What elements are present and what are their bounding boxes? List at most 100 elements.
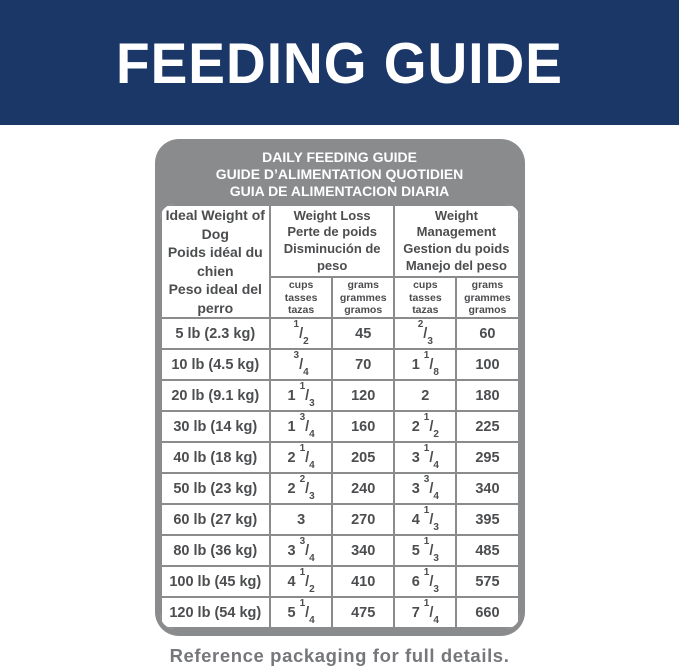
fraction-value: 1/3: [299, 381, 315, 409]
weight-cell: 120 lb (54 kg): [159, 596, 272, 630]
fraction-value: 1/2: [293, 319, 309, 347]
weight-loss-cups-cell: 2 1/4: [269, 441, 334, 475]
weight-loss-line-en: Weight Loss: [293, 207, 371, 223]
weight-loss-grams-cell: 270: [331, 503, 396, 537]
fraction-value: 2/3: [299, 474, 315, 502]
weight-management-grams-cell: 660: [455, 596, 520, 630]
weight-management-grams-cell: 60: [455, 317, 520, 351]
fraction-value: 3/4: [299, 536, 315, 564]
weight-management-cups-cell: 2 1/2: [393, 410, 458, 444]
weight-loss-grams-cell: 410: [331, 565, 396, 599]
weight-management-group-header: Weight Management Gestion du poids Manej…: [393, 204, 520, 279]
unit-grams-en: grams: [347, 279, 379, 292]
weight-management-cups-cell: 5 1/3: [393, 534, 458, 568]
weight-cell: 10 lb (4.5 kg): [159, 348, 272, 382]
weight-cell: 100 lb (45 kg): [159, 565, 272, 599]
weight-management-grams-cell: 295: [455, 441, 520, 475]
weight-loss-grams-cell: 45: [331, 317, 396, 351]
unit-cups-fr: tasses: [284, 291, 318, 304]
unit-cups-en: cups: [288, 279, 314, 292]
weight-management-line-es: Manejo del peso: [405, 258, 507, 274]
weight-loss-cups-header: cups tasses tazas: [269, 276, 334, 320]
weight-header-line-en: Ideal Weight of Dog: [165, 207, 265, 242]
unit-grams-es: gramos: [468, 303, 507, 316]
weight-loss-cups-cell: 3 3/4: [269, 534, 334, 568]
unit-cups-es: tazas: [412, 303, 439, 316]
table-row: 20 lb (9.1 kg) 1 1/3 120 2 180: [159, 379, 520, 413]
weight-cell: 60 lb (27 kg): [159, 503, 272, 537]
weight-loss-cups-cell: 1 1/3: [269, 379, 334, 413]
weight-management-cups-cell: 6 1/3: [393, 565, 458, 599]
weight-loss-cups-cell: 3: [269, 503, 334, 537]
weight-loss-grams-cell: 340: [331, 534, 396, 568]
guide-title: DAILY FEEDING GUIDE GUIDE D’ALIMENTATION…: [160, 144, 520, 204]
weight-management-cups-header: cups tasses tazas: [393, 276, 458, 320]
weight-management-grams-cell: 340: [455, 472, 520, 506]
fraction-value: 1/4: [299, 443, 315, 471]
weight-loss-cups-cell: 4 1/2: [269, 565, 334, 599]
weight-cell: 5 lb (2.3 kg): [159, 317, 272, 351]
table-row: 80 lb (36 kg) 3 3/4 340 5 1/3 485: [159, 534, 520, 568]
unit-grams-fr: grammes: [464, 291, 511, 304]
weight-management-cups-cell: 2: [393, 379, 458, 413]
fraction-value: 3/4: [299, 412, 315, 440]
weight-loss-cups-cell: 1/2: [269, 317, 334, 351]
feeding-table-header: Ideal Weight of Dog Poids idéal du chien…: [159, 204, 520, 320]
daily-feeding-guide-panel: DAILY FEEDING GUIDE GUIDE D’ALIMENTATION…: [154, 139, 525, 637]
fraction-value: 1/3: [423, 567, 439, 595]
weight-cell: 30 lb (14 kg): [159, 410, 272, 444]
table-row: 5 lb (2.3 kg) 1/2 45 2/3 60: [159, 317, 520, 351]
guide-title-line-es: GUIA DE ALIMENTACION DIARIA: [229, 183, 450, 200]
feeding-table-card: Ideal Weight of Dog Poids idéal du chien…: [159, 204, 520, 630]
weight-cell: 40 lb (18 kg): [159, 441, 272, 475]
table-row: 30 lb (14 kg) 1 3/4 160 2 1/2 225: [159, 410, 520, 444]
weight-loss-grams-header: grams grammes gramos: [331, 276, 396, 320]
weight-management-grams-header: grams grammes gramos: [455, 276, 520, 320]
unit-grams-en: grams: [471, 279, 504, 292]
guide-title-line-en: DAILY FEEDING GUIDE: [262, 149, 417, 165]
table-row: 60 lb (27 kg) 3 270 4 1/3 395: [159, 503, 520, 537]
weight-loss-cups-cell: 2 2/3: [269, 472, 334, 506]
weight-loss-grams-cell: 120: [331, 379, 396, 413]
fraction-value: 1/4: [423, 443, 439, 471]
weight-management-grams-cell: 100: [455, 348, 520, 382]
weight-loss-cups-cell: 5 1/4: [269, 596, 334, 630]
fraction-value: 2/3: [417, 319, 433, 347]
weight-management-cups-cell: 4 1/3: [393, 503, 458, 537]
table-row: 50 lb (23 kg) 2 2/3 240 3 3/4 340: [159, 472, 520, 506]
feeding-guide-banner: FEEDING GUIDE: [0, 0, 679, 125]
weight-loss-line-es: Disminución de peso: [283, 241, 381, 274]
fraction-value: 1/4: [299, 598, 315, 626]
weight-cell: 80 lb (36 kg): [159, 534, 272, 568]
weight-loss-line-fr: Perte de poids: [287, 224, 377, 240]
table-row: 100 lb (45 kg) 4 1/2 410 6 1/3 575: [159, 565, 520, 599]
fraction-value: 1/3: [423, 505, 439, 533]
weight-loss-grams-cell: 240: [331, 472, 396, 506]
fraction-value: 1/4: [423, 598, 439, 626]
weight-loss-grams-cell: 205: [331, 441, 396, 475]
weight-management-grams-cell: 395: [455, 503, 520, 537]
weight-column-header: Ideal Weight of Dog Poids idéal du chien…: [159, 204, 272, 320]
weight-management-cups-cell: 7 1/4: [393, 596, 458, 630]
weight-management-line-en: Weight Management: [416, 207, 497, 240]
weight-header-line-fr: Poids idéal du chien: [167, 244, 263, 279]
fraction-value: 1/8: [423, 350, 439, 378]
footer-note: Reference packaging for full details.: [169, 645, 510, 667]
banner-title: FEEDING GUIDE: [116, 29, 563, 96]
table-row: 40 lb (18 kg) 2 1/4 205 3 1/4 295: [159, 441, 520, 475]
weight-management-grams-cell: 485: [455, 534, 520, 568]
weight-loss-grams-cell: 70: [331, 348, 396, 382]
table-row: 10 lb (4.5 kg) 3/4 70 1 1/8 100: [159, 348, 520, 382]
weight-loss-grams-cell: 160: [331, 410, 396, 444]
weight-management-cups-cell: 3 3/4: [393, 472, 458, 506]
fraction-value: 1/2: [423, 412, 439, 440]
weight-management-line-fr: Gestion du poids: [403, 241, 510, 257]
weight-loss-group-header: Weight Loss Perte de poids Disminución d…: [269, 204, 396, 279]
weight-cell: 20 lb (9.1 kg): [159, 379, 272, 413]
weight-loss-grams-cell: 475: [331, 596, 396, 630]
table-row: 120 lb (54 kg) 5 1/4 475 7 1/4 660: [159, 596, 520, 630]
guide-container: DAILY FEEDING GUIDE GUIDE D’ALIMENTATION…: [154, 139, 525, 637]
fraction-value: 3/4: [293, 350, 309, 378]
weight-loss-cups-cell: 1 3/4: [269, 410, 334, 444]
weight-loss-cups-cell: 3/4: [269, 348, 334, 382]
